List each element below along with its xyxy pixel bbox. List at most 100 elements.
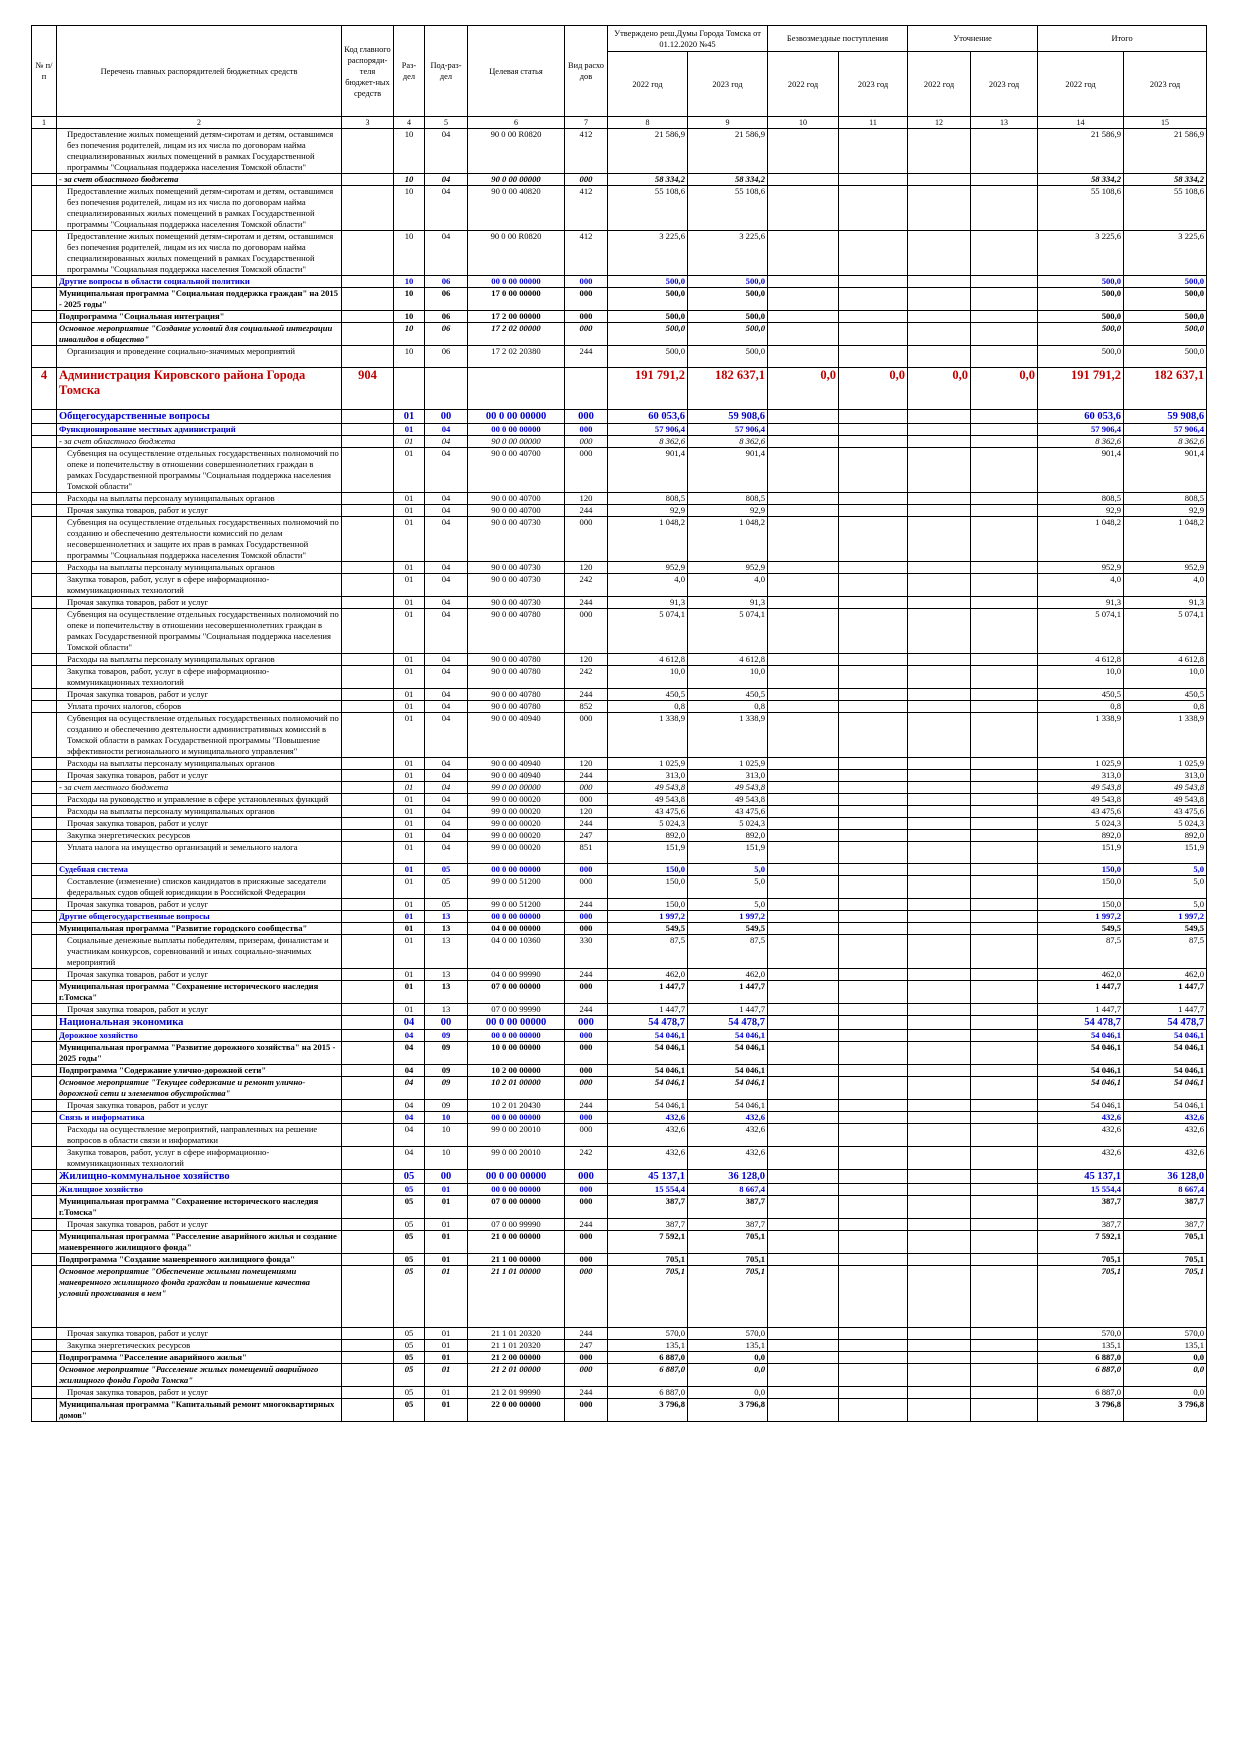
- cell: [767, 561, 840, 574]
- cell: 01: [393, 504, 425, 517]
- cell: 49 543,8: [1037, 781, 1125, 794]
- cell: 244: [564, 1003, 608, 1016]
- cell: [970, 561, 1039, 574]
- cell: 54 046,1: [607, 1064, 688, 1077]
- cell: 99 0 00 00000: [467, 781, 565, 794]
- cell: 10,0: [686, 665, 769, 689]
- cell: [31, 1003, 57, 1016]
- cell: [907, 435, 972, 448]
- cell: [970, 1195, 1039, 1219]
- table-row: Основное мероприятие "Текущее содержание…: [31, 1076, 1208, 1100]
- cell: [31, 653, 57, 666]
- cell: 808,5: [1123, 492, 1208, 505]
- row-label: Прочая закупка товаров, работ и услуг: [56, 1218, 342, 1231]
- cell: 13: [424, 910, 468, 923]
- cell: 1 048,2: [686, 516, 769, 562]
- cell: 705,1: [1037, 1253, 1125, 1266]
- cell: [838, 665, 909, 689]
- cell: 10,0: [1037, 665, 1125, 689]
- cell: 91,3: [686, 596, 769, 609]
- cell: 59 908,6: [686, 409, 769, 424]
- cell: [767, 573, 840, 597]
- cell: 1 997,2: [686, 910, 769, 923]
- cell: 000: [564, 1015, 608, 1030]
- row-label: Расходы на выплаты персоналу муниципальн…: [56, 805, 342, 818]
- cell: 05: [393, 1339, 425, 1352]
- cell: 500,0: [686, 310, 769, 323]
- cell: [31, 492, 57, 505]
- cell: 901,4: [607, 447, 688, 493]
- year-header: 2023 год: [686, 51, 769, 117]
- table-row: Подпрограмма "Социальная интеграция" 10 06…: [31, 310, 1208, 323]
- header-cell: Раз-дел: [393, 25, 425, 117]
- table-row: Организация и проведение социально-значи…: [31, 345, 1208, 368]
- cell: [907, 1146, 972, 1170]
- cell: [838, 829, 909, 842]
- cell: [31, 1230, 57, 1254]
- cell: [838, 447, 909, 493]
- cell: 05: [424, 863, 468, 876]
- cell: 500,0: [1037, 345, 1125, 368]
- cell: 313,0: [1037, 769, 1125, 782]
- cell: 00 0 00 00000: [467, 1111, 565, 1124]
- cell: 000: [564, 1183, 608, 1196]
- cell: [907, 841, 972, 864]
- cell: [907, 516, 972, 562]
- cell: [907, 1230, 972, 1254]
- cell: [907, 128, 972, 174]
- cell: 05: [393, 1253, 425, 1266]
- row-label: Функционирование местных администраций: [56, 423, 342, 436]
- cell: 150,0: [607, 875, 688, 899]
- cell: 1 048,2: [607, 516, 688, 562]
- cell: 244: [564, 688, 608, 701]
- table-row: Прочая закупка товаров, работ и услуг 01 0…: [31, 596, 1208, 609]
- cell: 04: [424, 688, 468, 701]
- cell: 000: [564, 1195, 608, 1219]
- cell: [907, 700, 972, 713]
- cell: [767, 1146, 840, 1170]
- row-label: Субвенция на осуществление отдельных гос…: [56, 608, 342, 654]
- cell: 000: [564, 447, 608, 493]
- cell: 05: [393, 1218, 425, 1231]
- cell: 21 1 01 00000: [467, 1265, 565, 1328]
- cell: 13: [424, 922, 468, 935]
- cell: 500,0: [686, 345, 769, 368]
- cell: [767, 1064, 840, 1077]
- cell: 09: [424, 1064, 468, 1077]
- cell: [767, 1351, 840, 1364]
- cell: 182 637,1: [686, 367, 769, 410]
- cell: 13: [424, 1003, 468, 1016]
- cell: 432,6: [1037, 1123, 1125, 1147]
- cell: [767, 1230, 840, 1254]
- cell: 1 447,7: [607, 1003, 688, 1016]
- cell: [838, 1253, 909, 1266]
- cell: [341, 898, 394, 911]
- table-row: Составление (изменение) списков кандидат…: [31, 875, 1208, 899]
- table-row: Другие вопросы в области социальной поли…: [31, 275, 1208, 288]
- cell: [767, 1265, 840, 1328]
- cell: [31, 1195, 57, 1219]
- cell: [767, 875, 840, 899]
- row-label: Организация и проведение социально-значи…: [56, 345, 342, 368]
- cell: [838, 863, 909, 876]
- cell: 00 0 00 00000: [467, 1169, 565, 1184]
- cell: 462,0: [1123, 968, 1208, 981]
- cell: 120: [564, 561, 608, 574]
- cell: 99 0 00 00020: [467, 817, 565, 830]
- table-row: Муниципальная программа "Капитальный рем…: [31, 1398, 1208, 1422]
- cell: 54 046,1: [1123, 1099, 1208, 1112]
- cell: [907, 922, 972, 935]
- cell: 000: [564, 1169, 608, 1184]
- row-label: Связь и информатика: [56, 1111, 342, 1124]
- cell: 1 338,9: [1123, 712, 1208, 758]
- cell: [970, 1265, 1039, 1328]
- cell: 6 887,0: [1037, 1351, 1125, 1364]
- cell: 4,0: [607, 573, 688, 597]
- cell: [970, 409, 1039, 424]
- cell: [767, 1029, 840, 1042]
- cell: [970, 322, 1039, 346]
- table-row: Расходы на выплаты персоналу муниципальн…: [31, 805, 1208, 818]
- cell: 87,5: [1123, 934, 1208, 969]
- cell: 59 908,6: [1123, 409, 1208, 424]
- budget-table: № п/п Перечень главных распорядителей бю…: [31, 25, 1208, 1422]
